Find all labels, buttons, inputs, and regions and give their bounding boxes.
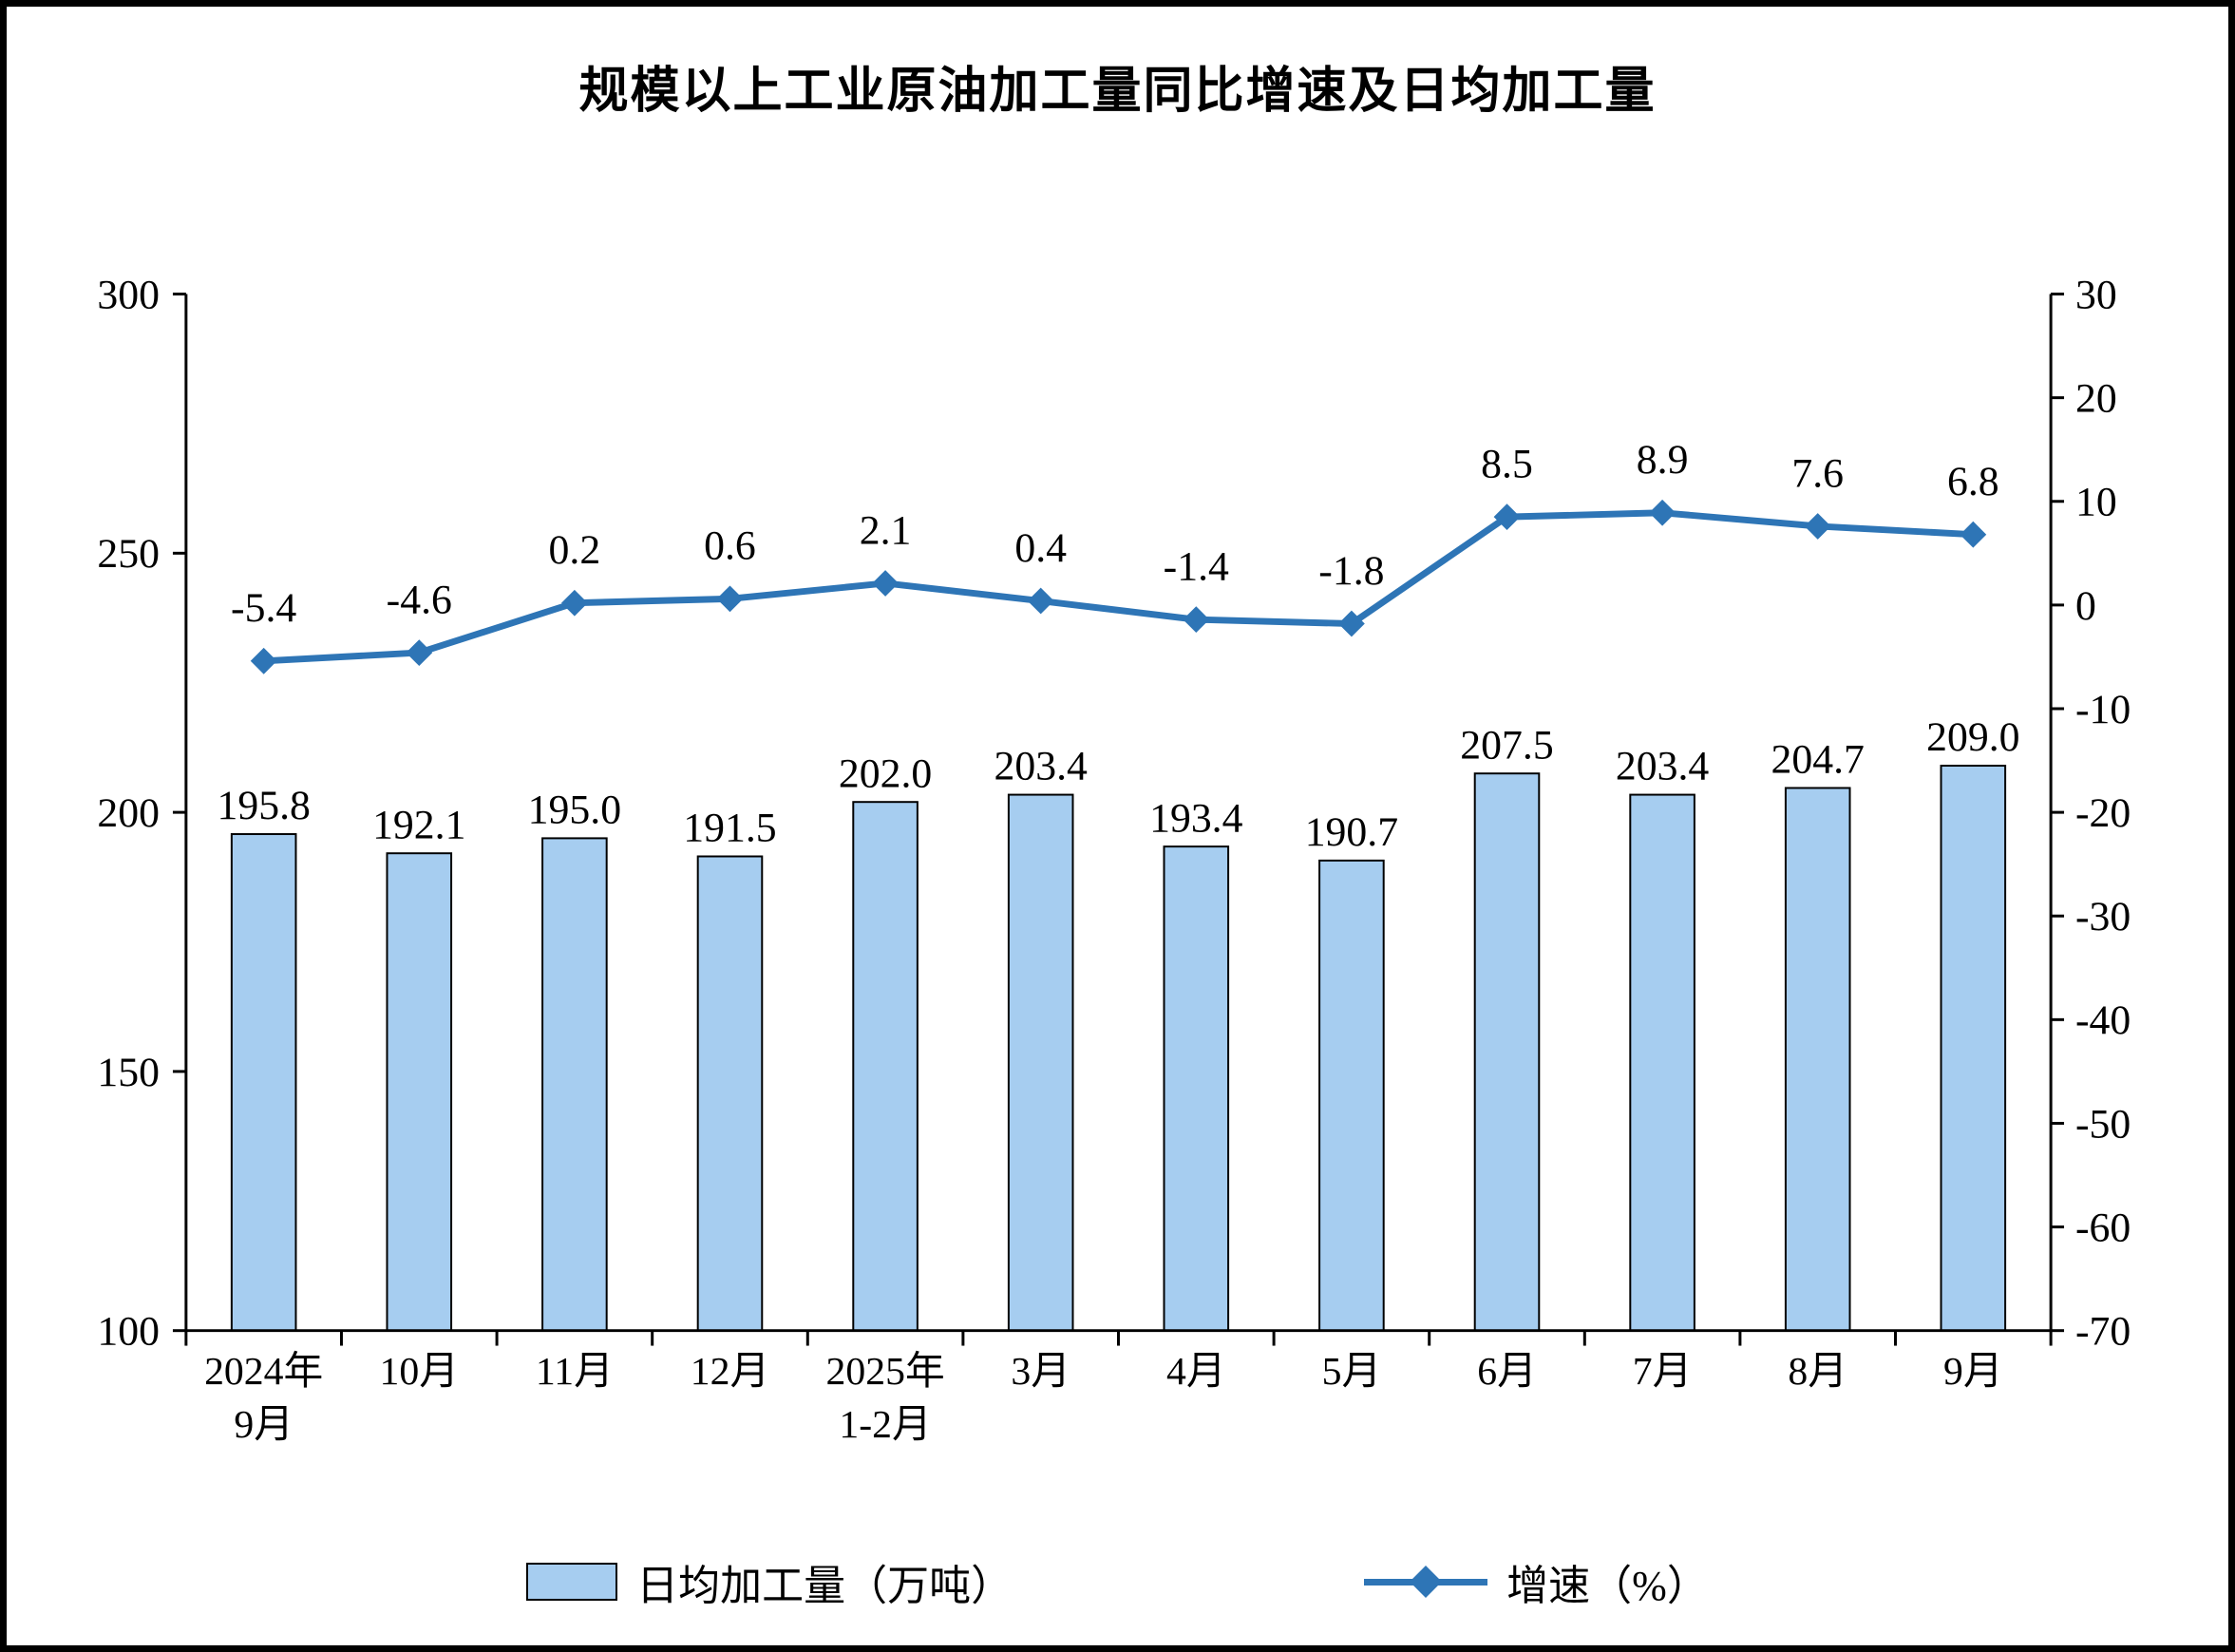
bar <box>696 855 764 1332</box>
bar-value-label: 193.4 <box>1149 795 1243 841</box>
legend-item-bars: 日均加工量（万吨） <box>526 1551 1013 1612</box>
line-marker-icon <box>1183 606 1210 634</box>
left-axis-label: 250 <box>97 531 160 577</box>
line-value-label: -1.4 <box>1164 544 1229 590</box>
bar <box>1163 845 1230 1332</box>
growth-line <box>260 509 1977 665</box>
line-value-label: 0.6 <box>704 523 756 569</box>
legend-item-line: 增速（%） <box>1364 1551 1709 1612</box>
x-axis-label: 2024年 9月 <box>204 1349 323 1446</box>
line-value-label: 7.6 <box>1791 450 1844 496</box>
x-axis-label: 10月 <box>380 1350 459 1394</box>
bar-value-label: 195.8 <box>217 783 310 828</box>
bar <box>1629 793 1695 1332</box>
right-axis-label: -20 <box>2075 790 2131 836</box>
x-axis-label: 4月 <box>1166 1350 1226 1394</box>
bar-legend-swatch <box>526 1563 618 1601</box>
line-marker-icon <box>406 639 433 666</box>
x-axis-label: 11月 <box>536 1350 614 1394</box>
bar-value-label: 209.0 <box>1926 714 2019 760</box>
right-axis-label: -10 <box>2075 687 2131 732</box>
bar-value-label: 192.1 <box>372 802 465 847</box>
line-value-label: 8.9 <box>1637 437 1689 483</box>
bar-value-label: 202.0 <box>839 750 932 796</box>
bar <box>386 852 453 1332</box>
bar <box>1784 787 1851 1332</box>
line-marker-icon <box>1027 587 1054 615</box>
line-marker-icon <box>560 589 588 617</box>
right-axis-label: -60 <box>2075 1205 2131 1250</box>
right-axis-label: 30 <box>2075 272 2117 317</box>
bar-value-label: 191.5 <box>683 806 776 851</box>
line-value-label: 0.2 <box>549 527 601 573</box>
x-axis-label: 12月 <box>691 1350 769 1394</box>
x-axis-label: 6月 <box>1477 1350 1537 1394</box>
x-axis-label: 8月 <box>1788 1350 1847 1394</box>
x-axis-label: 5月 <box>1322 1350 1382 1394</box>
bar-value-label: 204.7 <box>1771 737 1865 783</box>
x-axis-label: 2025年 1-2月 <box>825 1349 944 1446</box>
line-value-label: -1.8 <box>1318 548 1384 594</box>
line-legend-swatch <box>1364 1563 1488 1601</box>
x-axis-label: 7月 <box>1633 1350 1693 1394</box>
right-axis-label: 20 <box>2075 376 2117 422</box>
line-marker-icon <box>1337 610 1365 637</box>
bar <box>1318 859 1385 1332</box>
right-axis-label: -40 <box>2075 997 2131 1043</box>
left-axis-label: 200 <box>97 790 160 836</box>
x-axis-label: 3月 <box>1011 1350 1070 1394</box>
line-marker-icon <box>1804 513 1831 540</box>
right-axis-label: -30 <box>2075 894 2131 940</box>
bar <box>1007 793 1074 1332</box>
bar <box>230 833 297 1332</box>
left-axis-label: 100 <box>97 1309 160 1355</box>
bar <box>1940 765 2007 1332</box>
line-value-label: 6.8 <box>1947 459 1999 504</box>
line-marker-icon <box>1960 521 1987 548</box>
bar <box>541 837 608 1332</box>
bar-value-label: 203.4 <box>994 744 1088 789</box>
line-value-label: 8.5 <box>1481 442 1533 487</box>
bar-value-label: 203.4 <box>1616 744 1710 789</box>
legend: 日均加工量（万吨） 增速（%） <box>7 1551 2228 1612</box>
bar-legend-label: 日均加工量（万吨） <box>636 1563 1013 1609</box>
line-value-label: 0.4 <box>1014 525 1067 571</box>
line-legend-label: 增速（%） <box>1506 1563 1709 1609</box>
line-value-label: -5.4 <box>231 585 296 631</box>
right-axis-label: -50 <box>2075 1101 2131 1147</box>
left-axis-label: 300 <box>97 272 160 317</box>
chart-title: 规模以上工业原油加工量同比增速及日均加工量 <box>578 64 1657 119</box>
right-axis-label: 0 <box>2075 583 2096 629</box>
left-axis-label: 150 <box>97 1050 160 1095</box>
bar <box>852 801 919 1332</box>
bar-value-label: 207.5 <box>1460 722 1553 768</box>
line-marker-icon <box>872 570 900 597</box>
bar-value-label: 195.0 <box>528 788 621 833</box>
right-axis-label: -70 <box>2075 1309 2131 1355</box>
line-marker-icon <box>1493 503 1521 531</box>
right-axis-label: 10 <box>2075 480 2117 525</box>
line-marker-icon <box>1649 499 1676 526</box>
line-marker-icon <box>250 647 277 674</box>
line-legend-diamond-icon <box>1410 1566 1443 1598</box>
line-marker-icon <box>716 585 744 613</box>
bar <box>1473 772 1541 1332</box>
x-axis-label: 9月 <box>1943 1350 2003 1394</box>
line-value-label: -4.6 <box>387 577 452 622</box>
chart-plot: 195.8 192.1 195.0 191.5 202.0 203.4 193.4 190.7… <box>97 272 2131 1446</box>
line-value-label: 2.1 <box>860 507 912 553</box>
bar-value-label: 190.7 <box>1305 809 1398 855</box>
